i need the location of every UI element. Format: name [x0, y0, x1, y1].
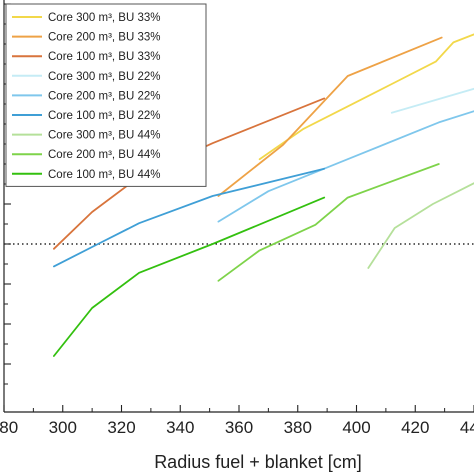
series-line-8	[217, 163, 440, 282]
x-tick-label: 400	[342, 418, 370, 437]
series-line-2	[217, 36, 443, 197]
legend-label-6: Core 100 m³, BU 22%	[48, 110, 161, 122]
x-tick-label: 320	[107, 418, 135, 437]
x-tick-label: 360	[225, 418, 253, 437]
legend-label-7: Core 300 m³, BU 44%	[48, 130, 161, 142]
legend-label-3: Core 100 m³, BU 33%	[48, 51, 161, 63]
x-axis-label: Radius fuel + blanket [cm]	[154, 452, 362, 472]
series-line-6	[53, 167, 326, 268]
legend-label-4: Core 300 m³, BU 22%	[48, 71, 161, 83]
x-tick-label: 300	[49, 418, 77, 437]
x-tick-label: 420	[401, 418, 429, 437]
x-tick-label: 440	[460, 418, 474, 437]
legend: Core 300 m³, BU 33% Core 200 m³, BU 33% Co…	[5, 3, 207, 187]
legend-label-9: Core 100 m³, BU 44%	[48, 169, 161, 181]
x-tick-label: 340	[166, 418, 194, 437]
series-line-1	[258, 33, 474, 161]
axes-layer	[3, 0, 474, 413]
x-tick-label: 280	[0, 418, 18, 437]
legend-label-1: Core 300 m³, BU 33%	[48, 12, 161, 24]
legend-label-8: Core 200 m³, BU 44%	[48, 149, 161, 161]
series-line-5	[217, 110, 474, 223]
legend-label-2: Core 200 m³, BU 33%	[48, 32, 161, 44]
series-line-4	[390, 87, 474, 114]
x-tick-label: 380	[284, 418, 312, 437]
x-tick-labels: 280 300 320 340 360 380 400 420 440	[0, 418, 474, 437]
series-line-9	[53, 196, 326, 357]
series-line-7	[367, 182, 474, 269]
legend-label-5: Core 200 m³, BU 22%	[48, 90, 161, 102]
